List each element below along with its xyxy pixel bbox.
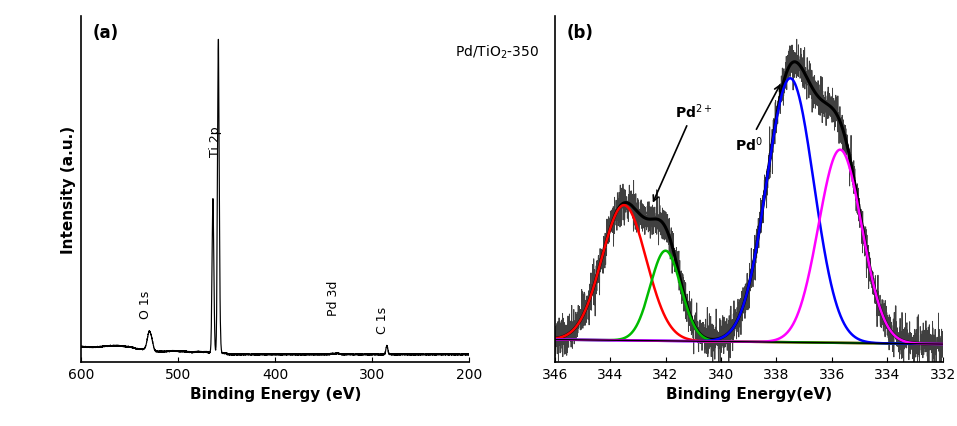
Y-axis label: Intensity (a.u.): Intensity (a.u.) [61,126,76,253]
Text: Ti 2p: Ti 2p [209,126,222,156]
Text: C 1s: C 1s [376,306,389,333]
Text: Pd$^{2+}$: Pd$^{2+}$ [654,103,712,201]
Text: O 1s: O 1s [139,290,152,318]
X-axis label: Binding Energy(eV): Binding Energy(eV) [666,386,832,401]
Text: Pd/TiO$_2$-350: Pd/TiO$_2$-350 [455,43,539,61]
Text: Pd$^{0}$: Pd$^{0}$ [735,86,780,154]
Text: (b): (b) [567,24,593,42]
Text: Pd 3d: Pd 3d [327,280,340,316]
Text: (a): (a) [93,24,119,42]
X-axis label: Binding Energy (eV): Binding Energy (eV) [189,386,361,401]
